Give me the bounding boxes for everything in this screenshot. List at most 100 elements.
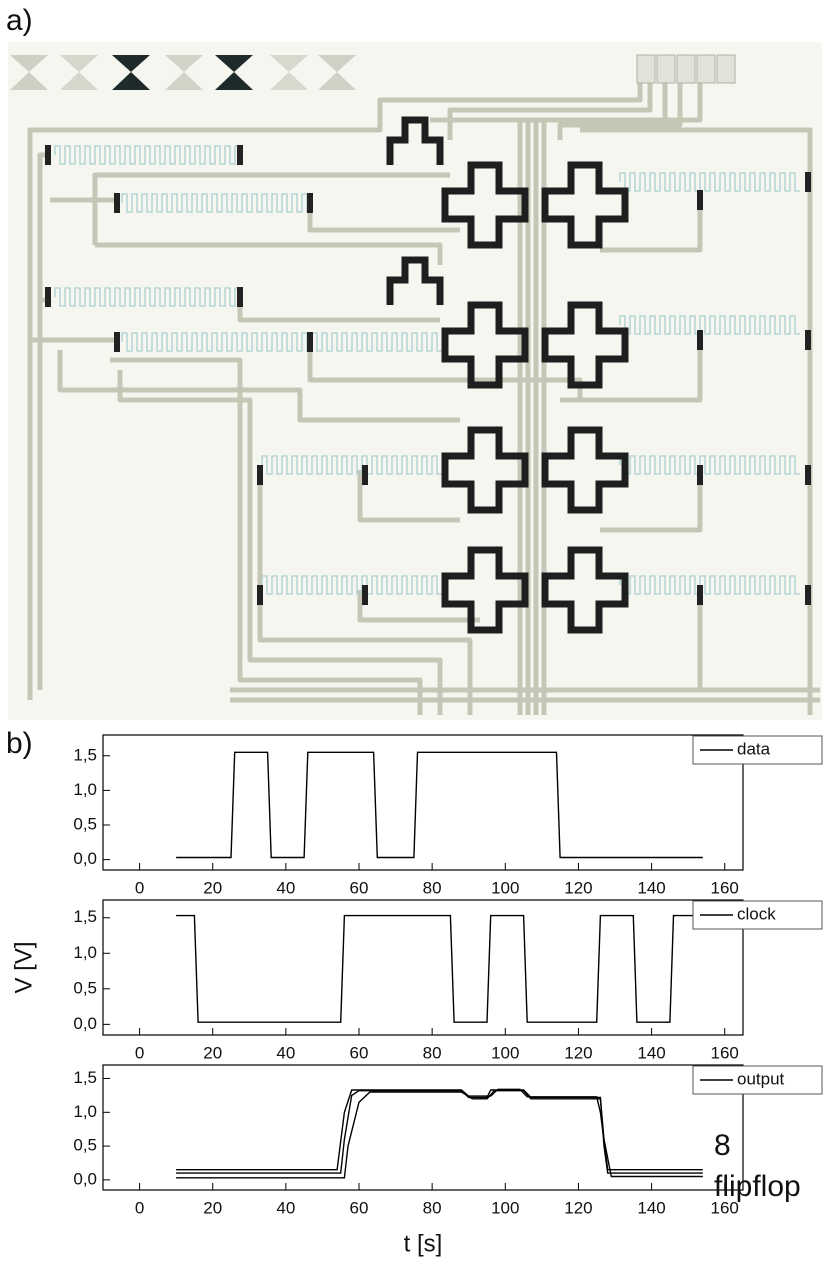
- contact-pad: [362, 585, 368, 605]
- test-structure: [318, 55, 356, 90]
- conductor-trace: [580, 80, 703, 123]
- bond-pad: [696, 54, 716, 84]
- x-tick-label: 160: [711, 878, 739, 897]
- transistor-cross: [541, 301, 629, 389]
- transistor-cross: [541, 546, 629, 634]
- y-tick-label: 0,5: [73, 978, 97, 997]
- x-tick-label: 160: [711, 1043, 739, 1062]
- y-tick-label: 1,5: [73, 745, 97, 764]
- x-tick-label: 80: [423, 878, 442, 897]
- conductor-trace: [117, 370, 443, 715]
- x-tick-label: 80: [423, 1198, 442, 1217]
- x-tick-label: 120: [564, 878, 592, 897]
- x-tick-label: 100: [491, 878, 519, 897]
- conductor-trace: [57, 350, 423, 715]
- transistor-cross: [541, 426, 629, 514]
- x-axis-label: t [s]: [404, 1230, 443, 1257]
- conductor-trace: [357, 590, 480, 623]
- contact-pad: [697, 190, 703, 210]
- bond-pad: [636, 54, 656, 84]
- y-tick-label: 1,0: [73, 1102, 97, 1121]
- y-tick-label: 0,0: [73, 1014, 97, 1033]
- resistor-meander: [619, 315, 800, 335]
- y-tick-label: 1,0: [73, 780, 97, 799]
- plot-frame: [102, 734, 744, 871]
- x-tick-label: 80: [423, 1043, 442, 1062]
- signal-line: [176, 1088, 703, 1171]
- signal-line: [176, 914, 703, 1023]
- conductor-trace: [307, 340, 583, 400]
- legend-label: data: [737, 739, 771, 758]
- contact-pad: [45, 145, 51, 165]
- resistor-meander: [261, 575, 442, 595]
- contact-pad: [237, 287, 243, 307]
- contact-pad: [697, 465, 703, 485]
- x-tick-label: 40: [276, 1043, 295, 1062]
- conductor-trace: [27, 80, 643, 700]
- conductor-trace: [557, 80, 683, 140]
- y-tick-label: 1,0: [73, 943, 97, 962]
- panel-label: b): [6, 727, 33, 760]
- x-tick-label: 120: [564, 1198, 592, 1217]
- bond-pad: [716, 54, 736, 84]
- conductor-trace: [580, 127, 813, 715]
- x-tick-label: 60: [350, 878, 369, 897]
- conductor-trace: [447, 80, 653, 140]
- x-tick-label: 40: [276, 1198, 295, 1217]
- test-structure: [270, 55, 308, 90]
- plot-frame: [102, 899, 744, 1036]
- resistor-meander: [619, 455, 800, 475]
- resistor-meander: [619, 575, 800, 595]
- y-tick-label: 0,0: [73, 1169, 97, 1188]
- annotation: 8: [714, 1129, 731, 1162]
- conductor-trace: [92, 172, 450, 245]
- test-structure: [10, 55, 48, 90]
- x-tick-label: 100: [491, 1198, 519, 1217]
- test-structure: [215, 55, 253, 90]
- conductor-trace: [110, 357, 460, 423]
- legend-label: output: [737, 1069, 785, 1088]
- x-tick-label: 60: [350, 1198, 369, 1217]
- transistor-cross: [441, 426, 529, 514]
- signal-line: [176, 1089, 703, 1174]
- conductor-trace: [357, 470, 460, 523]
- contact-pad: [257, 585, 263, 605]
- resistor-meander: [121, 193, 312, 213]
- conductor-trace: [600, 200, 703, 253]
- panel-label: a): [6, 4, 33, 37]
- contact-pad: [307, 193, 313, 213]
- x-tick-label: 100: [491, 1043, 519, 1062]
- x-tick-label: 60: [350, 1043, 369, 1062]
- contact-pad: [805, 330, 811, 350]
- contact-pad: [805, 172, 811, 192]
- small-transistor: [386, 116, 444, 165]
- contact-pad: [237, 145, 243, 165]
- x-tick-label: 0: [135, 1198, 144, 1217]
- contact-pad: [114, 193, 120, 213]
- bond-pad: [676, 54, 696, 84]
- x-tick-label: 20: [203, 1043, 222, 1062]
- resistor-meander: [54, 287, 240, 307]
- resistor-meander: [54, 145, 240, 165]
- x-tick-label: 160: [711, 1198, 739, 1217]
- small-transistor: [386, 256, 444, 305]
- y-tick-label: 1,5: [73, 1068, 97, 1087]
- x-tick-label: 140: [637, 1043, 665, 1062]
- transistor-cross: [541, 161, 629, 249]
- x-tick-label: 0: [135, 1043, 144, 1062]
- contact-pad: [307, 332, 313, 352]
- x-tick-label: 40: [276, 878, 295, 897]
- x-tick-label: 140: [637, 1198, 665, 1217]
- y-tick-label: 0,5: [73, 1136, 97, 1155]
- test-structure: [112, 55, 150, 90]
- test-structure: [60, 55, 98, 90]
- contact-pad: [805, 465, 811, 485]
- contact-pad: [697, 585, 703, 605]
- signal-line: [176, 751, 703, 859]
- transistor-cross: [441, 301, 529, 389]
- plot-frame: [102, 1064, 744, 1191]
- x-tick-label: 20: [203, 1198, 222, 1217]
- y-axis-label: V [V]: [10, 941, 37, 993]
- x-tick-label: 120: [564, 1043, 592, 1062]
